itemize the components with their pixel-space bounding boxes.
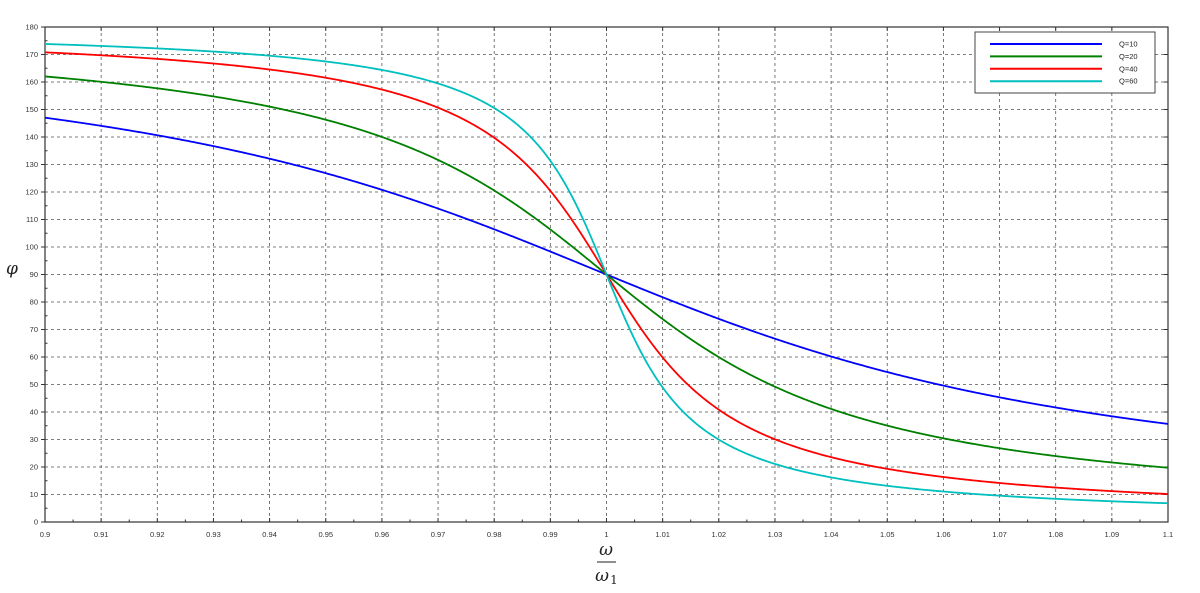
y-tick-label: 110 [26, 215, 38, 224]
x-tick-label: 0.97 [431, 530, 446, 539]
legend-box [974, 31, 1156, 94]
x-tick-label: 1.03 [768, 530, 783, 539]
y-tick-label: 90 [30, 270, 38, 279]
x-tick-label: 0.93 [206, 530, 221, 539]
legend-label: Q=20 [1119, 52, 1138, 61]
x-tick-label: 1.08 [1048, 530, 1063, 539]
x-tick-label: 1.06 [936, 530, 951, 539]
y-tick-label: 40 [30, 408, 38, 417]
y-tick-label: 20 [30, 463, 38, 472]
y-tick-label: 10 [30, 490, 38, 499]
x-tick-label: 0.94 [262, 530, 277, 539]
y-tick-label: 0 [34, 518, 38, 527]
x-tick-label: 0.91 [94, 530, 109, 539]
legend: Q=10 Q=20 Q=40 Q=60 [974, 31, 1156, 94]
axis-titles: φωω 1 [6, 259, 618, 587]
y-axis-title: φ [6, 259, 18, 279]
y-tick-label: 170 [25, 50, 38, 59]
y-tick-label: 180 [25, 23, 38, 32]
x-tick-label: 1.02 [711, 530, 726, 539]
x-tick-label: 1.07 [992, 530, 1007, 539]
plot-frame [44, 26, 1169, 523]
y-tick-label: 130 [25, 160, 38, 169]
x-tick-label: 0.92 [150, 530, 165, 539]
y-tick-label: 140 [25, 133, 38, 142]
x-tick-label: 0.98 [487, 530, 502, 539]
y-tick-label: 160 [25, 78, 38, 87]
x-tick-label: 1.01 [655, 530, 670, 539]
y-tick-label: 70 [30, 325, 38, 334]
y-tick-label: 100 [25, 243, 38, 252]
x-tick-label: 1.05 [880, 530, 895, 539]
x-tick-label: 1.1 [1163, 530, 1173, 539]
x-axis-title-numerator: ω [599, 540, 613, 560]
x-axis-title-denominator: ω [595, 566, 609, 586]
y-tick-label: 50 [30, 380, 38, 389]
x-tick-label: 1.04 [824, 530, 839, 539]
x-tick-label: 0.99 [543, 530, 558, 539]
x-tick-label: 0.95 [318, 530, 333, 539]
x-tick-label: 1 [604, 530, 608, 539]
y-tick-label: 60 [30, 353, 38, 362]
x-tick-label: 0.96 [375, 530, 390, 539]
x-tick-label: 0.9 [40, 530, 50, 539]
y-tick-label: 80 [30, 298, 38, 307]
y-tick-label: 150 [25, 105, 38, 114]
legend-label: Q=10 [1119, 40, 1138, 49]
series-line-q60 [44, 43, 1169, 505]
y-tick-label: 30 [30, 435, 38, 444]
data-series [44, 43, 1169, 505]
x-axis-title-subscript: 1 [610, 573, 618, 587]
y-tick-label: 120 [25, 188, 38, 197]
x-tick-label: 1.09 [1105, 530, 1120, 539]
legend-label: Q=40 [1119, 64, 1138, 73]
legend-label: Q=60 [1119, 77, 1138, 86]
grid-lines [45, 27, 1168, 522]
axes: 0.9 0.91 0.92 0.93 0.94 0.95 0.96 0.97 0.98 0.99 1… [25, 23, 1173, 540]
